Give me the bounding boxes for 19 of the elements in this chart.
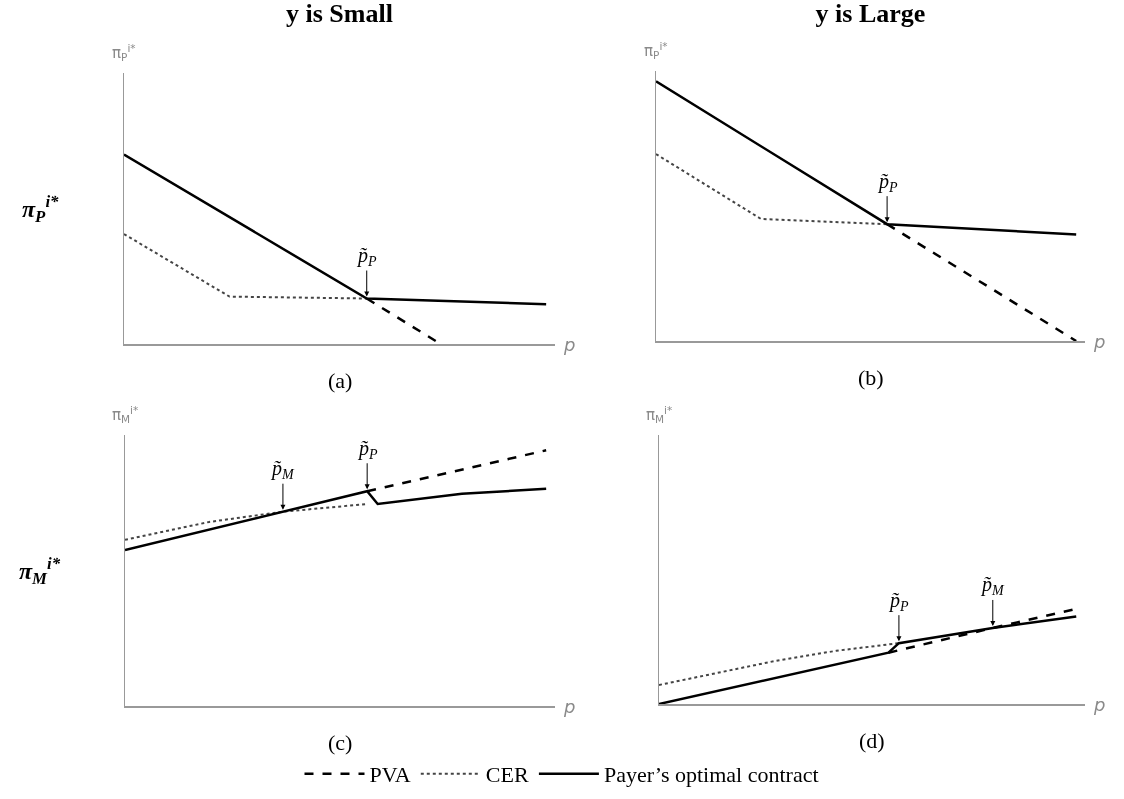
annotation: p̃$_{M}$ xyxy=(980,573,1005,599)
x-axis-title: p xyxy=(1093,694,1106,715)
x-axis-title: p xyxy=(563,696,576,717)
text: (b) xyxy=(858,365,884,390)
legend-label: PVA xyxy=(369,762,411,788)
text: (d) xyxy=(859,728,885,753)
annotation: p̃$_{P}$ xyxy=(357,437,378,463)
chart-title: y is Small xyxy=(286,0,393,29)
annotation: p̃$_{P}$ xyxy=(356,244,377,270)
annotation: p̃$_{P}$ xyxy=(888,589,909,615)
text: (c) xyxy=(328,730,353,755)
annotation: p̃$_{P}$ xyxy=(877,170,898,196)
legend-label: CER xyxy=(485,762,529,788)
text: (a) xyxy=(328,368,353,393)
x-axis-title: p xyxy=(563,334,576,355)
legend-label: Payer’s optimal contract xyxy=(603,762,819,788)
chart-title: y is Large xyxy=(815,0,926,29)
annotation: p̃$_{M}$ xyxy=(270,457,295,483)
x-axis-title: p xyxy=(1093,331,1106,352)
